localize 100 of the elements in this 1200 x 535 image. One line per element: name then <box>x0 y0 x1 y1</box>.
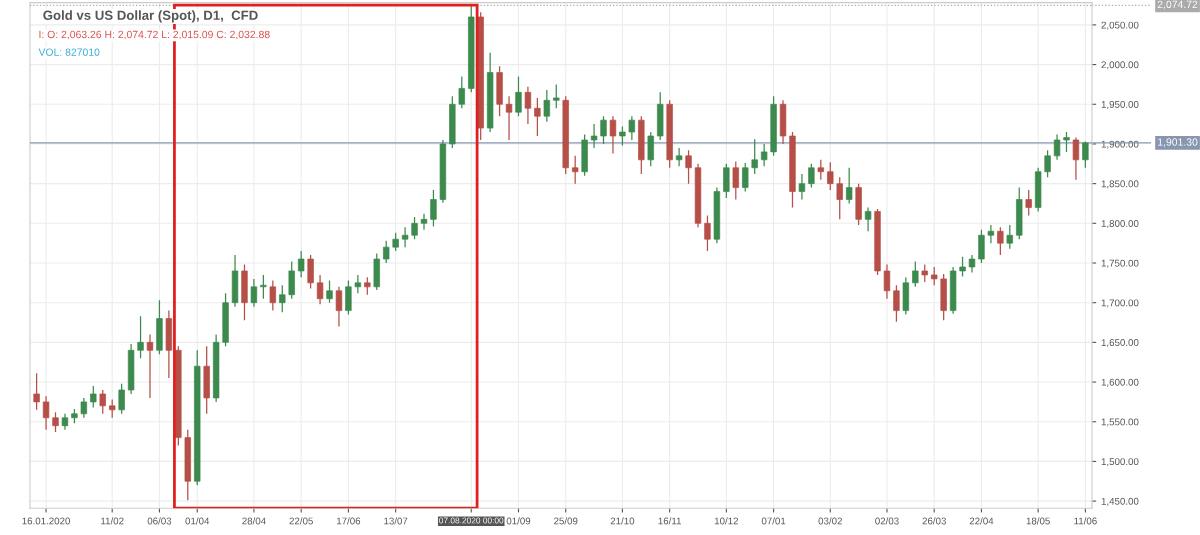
x-tick-label: 28/04 <box>242 517 266 525</box>
candlestick <box>553 83 560 109</box>
candlestick <box>959 256 966 278</box>
y-tick-label: 1,550.00 <box>1101 418 1139 427</box>
y-tick-label: 1,500.00 <box>1101 458 1139 467</box>
candlestick <box>883 263 891 300</box>
candlestick <box>685 149 692 185</box>
candlestick <box>978 229 985 264</box>
candlestick <box>90 385 97 409</box>
candlestick <box>704 214 711 252</box>
x-tick-label: 11/06 <box>1074 517 1097 525</box>
x-tick-label: 13/07 <box>384 517 408 525</box>
y-tick-label: 1,600.00 <box>1101 378 1139 387</box>
x-tick-label: 07/01 <box>761 517 786 525</box>
x-tick-label: 11/02 <box>101 517 124 525</box>
candlestick <box>505 95 513 141</box>
candlestick <box>401 226 409 248</box>
y-tick-label: 1,450.00 <box>1101 497 1139 506</box>
candlestick <box>912 260 919 288</box>
y-tick-label: 2,000.00 <box>1101 61 1139 70</box>
candlestick <box>307 254 314 290</box>
candlestick <box>109 398 116 419</box>
candlestick <box>297 250 305 278</box>
candlestick <box>326 279 333 304</box>
x-tick-label: 07.08.2020 00:00 <box>439 517 504 524</box>
candlestick <box>543 89 551 123</box>
candlestick <box>345 279 352 316</box>
candlestick <box>571 155 579 185</box>
candlestick <box>1044 149 1051 178</box>
candlestick <box>524 86 532 125</box>
candlestick <box>760 143 768 167</box>
x-tick-label: 02/03 <box>875 517 899 525</box>
candlestick <box>600 115 607 145</box>
candlestick <box>383 240 390 264</box>
y-tick-label: 1,850.00 <box>1101 180 1139 189</box>
candlestick <box>619 125 626 147</box>
y-tick-label: 1,950.00 <box>1101 101 1139 110</box>
candlestick <box>1063 131 1070 153</box>
candlestick <box>118 383 125 415</box>
candlestick <box>798 173 806 201</box>
candlestick <box>392 232 399 252</box>
x-tick-label: 01/09 <box>506 517 531 525</box>
candlestick <box>751 138 758 175</box>
candlestick <box>628 115 636 141</box>
candlestick <box>534 97 541 137</box>
y-tick-label: 1,800.00 <box>1101 220 1139 229</box>
annotation: VOL: 827010 <box>38 48 100 56</box>
candlestick <box>845 167 853 205</box>
y-tick-label: 1,650.00 <box>1101 339 1139 348</box>
x-tick-label: 16.01.2020 <box>22 517 71 525</box>
candlestick <box>1053 133 1061 161</box>
candlestick <box>250 278 258 308</box>
x-tick-label: 22/05 <box>289 517 313 525</box>
candlestick <box>335 286 343 328</box>
x-tick-label: 06/03 <box>147 517 172 525</box>
candlestick <box>420 213 428 231</box>
candlestick <box>458 75 465 109</box>
y-tick-label: 1,900.00 <box>1101 140 1139 149</box>
candlestick <box>723 163 730 199</box>
candlestick <box>827 161 834 191</box>
candlestick <box>99 389 106 415</box>
x-tick-label: 10/12 <box>714 517 739 525</box>
x-tick-label: 03/02 <box>818 517 842 525</box>
ref-line-label: 2,074.72 <box>1157 0 1198 10</box>
candlestick <box>515 75 522 117</box>
candlestick <box>42 395 50 431</box>
candlestick <box>1025 189 1032 217</box>
candlestick <box>987 224 995 244</box>
candlestick <box>742 162 749 193</box>
candlestick <box>997 226 1004 256</box>
x-tick-label: 21/10 <box>610 517 635 525</box>
candlestick <box>269 279 277 312</box>
candlestick <box>864 206 872 232</box>
candlestick <box>609 115 617 155</box>
x-tick-label: 17/06 <box>336 517 361 525</box>
candlestick <box>52 411 59 433</box>
y-tick-label: 2,050.00 <box>1101 21 1139 30</box>
candlestick <box>1082 140 1089 169</box>
candlestick <box>836 176 843 220</box>
text: Gold vs US Dollar (Spot), D1, CFD <box>43 10 258 23</box>
annotation: I: O: 2,063.26 H: 2,074.72 L: 2,015.09 C: 2,032.88 <box>39 30 270 40</box>
x-tick-label: 22/04 <box>969 517 994 525</box>
x-tick-label: 25/09 <box>554 517 578 525</box>
candlestick <box>893 284 900 323</box>
x-tick-label: 01/04 <box>185 517 210 525</box>
ref-line-label: 1,901.30 <box>1158 138 1198 147</box>
candlestick <box>316 274 324 305</box>
candlestick <box>931 266 938 286</box>
candlestick <box>732 160 739 201</box>
candlestick <box>80 397 88 419</box>
candlestick <box>1072 136 1080 181</box>
candlestick <box>590 123 598 149</box>
candlestick <box>411 216 418 240</box>
candlestick <box>430 189 437 228</box>
candlestick <box>647 131 654 167</box>
candlestick <box>288 260 295 300</box>
candlestick <box>817 159 825 181</box>
candlestick <box>1006 224 1013 250</box>
x-tick-label: 16/11 <box>658 517 681 525</box>
candlestick <box>146 333 154 399</box>
